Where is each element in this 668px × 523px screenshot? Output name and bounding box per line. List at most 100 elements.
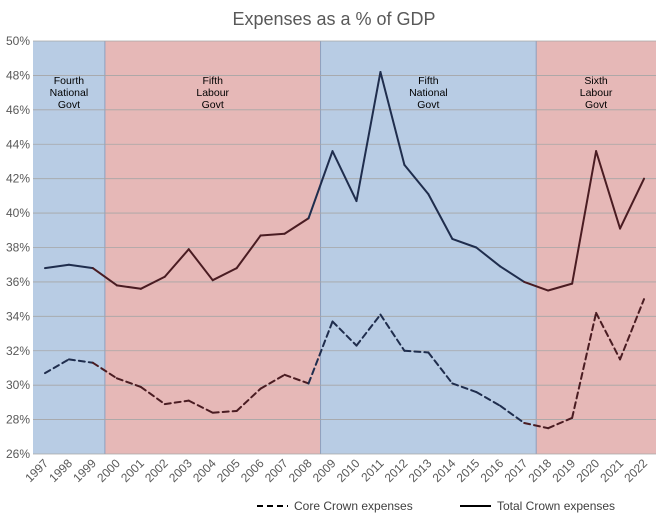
x-tick-label: 2006 — [238, 456, 267, 485]
series-segment — [499, 404, 526, 425]
y-tick-label: 28% — [6, 413, 30, 427]
x-tick-label: 2011 — [358, 456, 386, 484]
series-segment — [283, 217, 310, 235]
gridlines — [33, 40, 656, 455]
series-segment — [331, 320, 358, 347]
series-segment — [571, 150, 598, 285]
x-tick-label: 2010 — [334, 456, 363, 485]
era-label: Labour — [580, 87, 613, 99]
y-tick-label: 32% — [6, 344, 30, 358]
series-segment — [67, 358, 94, 364]
era-label: Fifth — [418, 75, 439, 87]
series-segment — [91, 267, 118, 287]
series-segment — [163, 399, 190, 406]
series-segment — [67, 263, 94, 270]
legend: Core Crown expenses Total Crown expenses — [257, 499, 615, 513]
x-tick-label: 2005 — [214, 456, 243, 485]
series-segment — [331, 150, 358, 203]
x-tick-label: 2021 — [597, 456, 626, 485]
series-segment — [379, 313, 406, 352]
x-tick-label: 2016 — [478, 456, 507, 485]
series-segment — [523, 422, 550, 430]
era-label: Govt — [585, 99, 607, 111]
series-segment — [451, 382, 478, 394]
era-label: National — [50, 87, 89, 99]
legend-label-core: Core Crown expenses — [294, 499, 413, 513]
series-lines — [43, 70, 646, 430]
series-segment — [379, 70, 406, 166]
y-tick-label: 40% — [6, 206, 30, 220]
x-tick-label: 2008 — [286, 456, 315, 485]
series-segment — [307, 150, 334, 220]
era-label: Sixth — [584, 75, 608, 87]
series-segment — [427, 193, 454, 240]
y-tick-label: 38% — [6, 241, 30, 255]
era-label: Govt — [417, 99, 439, 111]
series-segment — [475, 246, 502, 268]
series-segment — [139, 275, 166, 290]
series-segment — [163, 248, 190, 278]
x-tick-label: 2003 — [166, 456, 195, 485]
era-label: Fourth — [54, 75, 85, 87]
x-tick-label: 2015 — [454, 456, 483, 485]
x-tick-label: 2002 — [142, 456, 171, 485]
x-tick-label: 2020 — [573, 456, 602, 485]
x-tick-label: 2014 — [430, 456, 459, 485]
series-segment — [499, 265, 526, 283]
series-segment — [547, 416, 574, 430]
y-tick-label: 48% — [6, 68, 30, 82]
y-tick-label: 26% — [6, 447, 30, 461]
series-segment — [115, 284, 142, 290]
series-segment — [115, 377, 142, 388]
series-segment — [283, 373, 310, 385]
y-tick-label: 42% — [6, 172, 30, 186]
legend-label-total: Total Crown expenses — [497, 499, 615, 513]
series-segment — [235, 387, 262, 412]
series-segment — [259, 232, 286, 237]
series-segment — [427, 351, 454, 385]
y-tick-label: 36% — [6, 275, 30, 289]
x-tick-label: 1999 — [70, 456, 99, 485]
series-segment — [451, 237, 478, 249]
series-segment — [139, 385, 166, 406]
y-tick-label: 50% — [6, 34, 30, 48]
series-segment — [403, 163, 430, 196]
series-segment — [403, 349, 430, 354]
y-tick-label: 46% — [6, 103, 30, 117]
x-tick-label: 2000 — [94, 456, 123, 485]
x-tick-label: 2007 — [262, 456, 291, 485]
series-core-crown-expenses — [43, 298, 646, 430]
era-label: Govt — [202, 99, 224, 111]
series-segment — [43, 263, 70, 270]
x-axis-ticks: 1997199819992000200120022003200420052006… — [22, 456, 650, 485]
series-segment — [259, 373, 286, 390]
x-tick-label: 2012 — [382, 456, 411, 485]
series-segment — [187, 248, 214, 282]
series-segment — [595, 150, 622, 230]
x-tick-label: 2013 — [406, 456, 435, 485]
series-segment — [91, 361, 118, 380]
series-segment — [547, 282, 574, 292]
series-segment — [523, 280, 550, 292]
series-segment — [43, 358, 70, 375]
era-label: Fifth — [203, 75, 224, 87]
era-labels: FourthNationalGovtFifthLabourGovtFifthNa… — [50, 75, 613, 111]
x-tick-label: 2022 — [621, 456, 650, 485]
x-tick-label: 2019 — [549, 456, 578, 485]
series-total-crown-expenses — [43, 70, 646, 292]
y-tick-label: 34% — [6, 309, 30, 323]
series-segment — [475, 391, 502, 407]
x-tick-label: 2004 — [190, 456, 219, 485]
x-tick-label: 2001 — [118, 456, 147, 485]
series-segment — [619, 298, 646, 361]
chart-title: Expenses as a % of GDP — [232, 9, 435, 29]
x-tick-label: 2009 — [310, 456, 339, 485]
y-tick-label: 44% — [6, 137, 30, 151]
series-segment — [355, 313, 382, 347]
era-label: Labour — [196, 87, 229, 99]
series-segment — [595, 311, 622, 361]
series-segment — [211, 409, 238, 414]
series-segment — [355, 70, 382, 203]
